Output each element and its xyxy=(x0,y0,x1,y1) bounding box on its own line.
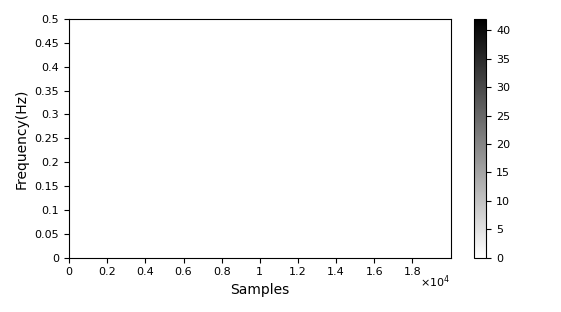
Y-axis label: Frequency(Hz): Frequency(Hz) xyxy=(15,88,29,188)
Text: ×10$^4$: ×10$^4$ xyxy=(421,273,450,290)
X-axis label: Samples: Samples xyxy=(230,283,289,297)
